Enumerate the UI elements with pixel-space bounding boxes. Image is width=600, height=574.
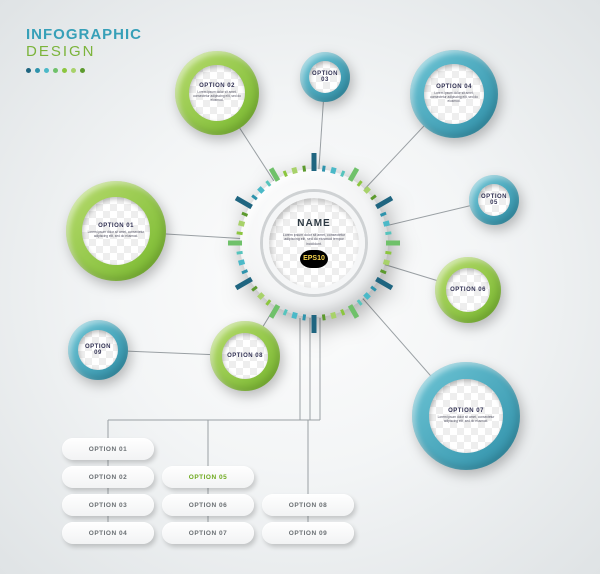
center-hub: NAME Lorem ipsum dolor sit amet, consect…	[240, 169, 388, 317]
node-n07: OPTION 07 Lorem ipsum dolor sit amet, con…	[412, 362, 520, 470]
node-label: OPTION 03	[312, 71, 338, 83]
color-dots	[26, 68, 85, 73]
node-desc: Lorem ipsum dolor sit amet, consectetur …	[193, 91, 241, 102]
title-line1: INFOGRAPHIC	[26, 26, 142, 43]
title-block: INFOGRAPHIC DESIGN	[26, 26, 142, 60]
node-label: OPTION 02	[199, 83, 235, 89]
pill-option: OPTION 04	[62, 522, 154, 544]
node-n02: OPTION 02 Lorem ipsum dolor sit amet, con…	[175, 51, 259, 135]
hub-ticks	[220, 149, 408, 337]
node-n03: OPTION 03	[300, 52, 350, 102]
node-n08: OPTION 08	[210, 321, 280, 391]
node-n01: OPTION 01 Lorem ipsum dolor sit amet, con…	[66, 181, 166, 281]
node-n06: OPTION 06	[435, 257, 501, 323]
pill-option: OPTION 05	[162, 466, 254, 488]
pill-option: OPTION 03	[62, 494, 154, 516]
pill-option: OPTION 02	[62, 466, 154, 488]
pill-option: OPTION 09	[262, 522, 354, 544]
node-label: OPTION 09	[82, 344, 114, 356]
node-desc: Lorem ipsum dolor sit amet, consectetur …	[86, 231, 146, 238]
node-label: OPTION 08	[227, 353, 263, 359]
node-n05: OPTION 05	[469, 175, 519, 225]
pill-option: OPTION 07	[162, 522, 254, 544]
node-n04: OPTION 04 Lorem ipsum dolor sit amet, con…	[410, 50, 498, 138]
node-desc: Lorem ipsum dolor sit amet, consectetur …	[428, 92, 480, 103]
node-label: OPTION 04	[436, 84, 472, 90]
pill-option: OPTION 01	[62, 438, 154, 460]
node-label: OPTION 05	[481, 194, 507, 206]
title-line2: DESIGN	[26, 43, 142, 60]
pill-option: OPTION 08	[262, 494, 354, 516]
node-label: OPTION 01	[98, 223, 134, 229]
node-desc: Lorem ipsum dolor sit amet, consectetur …	[433, 416, 499, 423]
node-n09: OPTION 09	[68, 320, 128, 380]
pill-option: OPTION 06	[162, 494, 254, 516]
node-label: OPTION 07	[448, 408, 484, 414]
node-label: OPTION 06	[450, 287, 486, 293]
